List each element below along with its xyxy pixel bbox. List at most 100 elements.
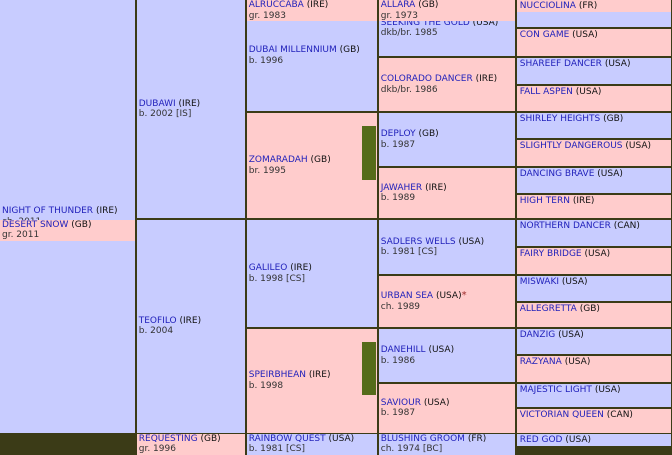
horse-country: (GB) — [603, 113, 624, 124]
horse-country: (FR) — [578, 1, 598, 11]
horse-name-link[interactable]: DUBAWI — [138, 98, 176, 109]
horse-country: (USA) — [328, 433, 355, 444]
horse-cell-sadlers-wells: SADLERS WELLS (USA) b. 1981 [CS] — [378, 219, 516, 275]
horse-name-link[interactable]: SPEIRBHEAN — [248, 370, 307, 381]
horse-info: gr. 1996 — [138, 444, 176, 455]
horse-cell-high-tern: HIGH TERN (IRE) — [516, 194, 672, 219]
horse-name-link[interactable]: BLUSHING GROOM — [380, 433, 465, 444]
horse-name-link[interactable]: DEPLOY — [380, 129, 416, 139]
horse-name-link[interactable]: COLORADO DANCER — [380, 74, 473, 84]
horse-name-link[interactable]: URBAN SEA — [380, 291, 434, 301]
horse-name-link[interactable]: SHAREEF DANCER — [519, 58, 602, 69]
horse-info: ch. 1989 — [380, 301, 421, 312]
horse-name-link[interactable]: CON GAME — [519, 29, 570, 40]
horse-country: (GB) — [200, 433, 221, 444]
horse-name-link[interactable]: FALL ASPEN — [519, 86, 573, 97]
horse-country: (USA) — [472, 17, 499, 28]
horse-cell-blushing-groom: BLUSHING GROOM (FR) ch. 1974 [BC] — [378, 433, 516, 455]
horse-info: gr. 1973 — [380, 10, 418, 21]
horse-info: b. 2004 — [138, 326, 174, 337]
horse-name-link[interactable]: ZOMARADAH — [248, 155, 308, 165]
horse-country: (IRE) — [308, 370, 331, 381]
horse-country: (FR) — [467, 433, 487, 444]
horse-name-link[interactable]: VICTORIAN QUEEN — [519, 409, 604, 420]
horse-cell-jawaher: JAWAHER (IRE) b. 1989 — [378, 167, 516, 219]
horse-name-link[interactable]: SAVIOUR — [380, 397, 421, 408]
horse-info: ch. 1974 [BC] — [380, 444, 443, 455]
horse-country: (IRE) — [178, 98, 201, 109]
horse-cell-northern-dancer: NORTHERN DANCER (CAN) — [516, 219, 672, 247]
horse-name-link[interactable]: DANEHILL — [380, 345, 426, 355]
horse-country: (USA) — [625, 140, 652, 151]
horse-country: (USA) — [597, 168, 623, 179]
horse-info: b. 1986 — [380, 355, 416, 366]
horse-name-link[interactable]: DANZIG — [519, 329, 556, 340]
horse-country: (USA) — [584, 248, 611, 259]
horse-name-link[interactable]: NORTHERN DANCER — [519, 220, 611, 231]
horse-cell-fall-aspen: FALL ASPEN (USA) — [516, 85, 672, 112]
horse-cell-shirley-heights: SHIRLEY HEIGHTS (GB) — [516, 112, 672, 139]
horse-country: (GB) — [418, 0, 439, 10]
horse-country: (USA) — [561, 276, 588, 287]
horse-name-link[interactable]: TEOFILO — [138, 315, 177, 326]
horse-name-link[interactable]: SEEKING THE GOLD — [380, 17, 470, 28]
horse-country: (CAN) — [606, 409, 633, 420]
horse-country: (CAN) — [613, 220, 640, 231]
horse-country: (USA) — [558, 329, 584, 340]
horse-cell-victorian-queen: VICTORIAN QUEEN (CAN) — [516, 408, 672, 433]
horse-name-link[interactable]: ALLARA — [380, 0, 416, 10]
horse-cell-danzig: DANZIG (USA) — [516, 328, 672, 355]
horse-info: gr. 2011 — [2, 230, 40, 241]
horse-country: (GB) — [579, 303, 600, 314]
horse-name-link[interactable]: REQUESTING — [138, 433, 198, 444]
horse-cell-danehill: DANEHILL (USA) b. 1986 — [378, 328, 516, 383]
horse-name-link[interactable]: DANCING BRAVE — [519, 168, 595, 179]
horse-country: (USA) — [604, 58, 631, 69]
horse-name-link[interactable]: NUCCIOLINA — [519, 1, 576, 11]
horse-name-link[interactable]: RAINBOW QUEST — [248, 433, 326, 444]
horse-name-link[interactable]: SADLERS WELLS — [380, 236, 456, 247]
horse-name-link[interactable]: MAJESTIC LIGHT — [519, 384, 592, 395]
horse-cell-desert-snow: DESERT SNOW (GB) gr. 2011 — [0, 219, 136, 241]
horse-country: (IRE) — [475, 74, 498, 84]
horse-cell-con-game: CON GAME (USA) — [516, 28, 672, 57]
horse-country: (GB) — [418, 129, 439, 139]
horse-name-link[interactable]: HIGH TERN — [519, 195, 570, 206]
horse-name-link[interactable]: DESERT SNOW — [2, 219, 69, 230]
horse-cell-fairy-bridge: FAIRY BRIDGE (USA) — [516, 247, 672, 275]
horse-cell-zomaradah: ZOMARADAH (GB) br. 1995 — [246, 112, 378, 219]
inbreeding-marker — [362, 341, 376, 396]
horse-country: (USA) — [565, 434, 592, 445]
horse-cell-alruccaba: ALRUCCABA (IRE) gr. 1983 — [246, 0, 378, 21]
horse-cell-night-of-thunder: NIGHT OF THUNDER (IRE)ch. 2011 — [0, 0, 136, 433]
horse-info: b. 1989 — [380, 193, 416, 203]
horse-name-link[interactable]: RAZYANA — [519, 356, 562, 367]
horse-info: b. 1987 — [380, 408, 416, 419]
horse-name-link[interactable]: NIGHT OF THUNDER — [2, 206, 94, 216]
horse-cell-speirbhean: SPEIRBHEAN (IRE) b. 1998 — [246, 328, 378, 433]
horse-name-link[interactable]: FAIRY BRIDGE — [519, 248, 582, 259]
horse-info: dkb/br. 1986 — [380, 84, 438, 95]
horse-cell-requesting: REQUESTING (GB) gr. 1996 — [136, 433, 246, 455]
horse-info: b. 1998 [CS] — [248, 273, 305, 284]
horse-name-link[interactable]: ALRUCCABA — [248, 0, 304, 10]
horse-name-link[interactable]: MISWAKI — [519, 276, 560, 287]
horse-cell-shareef-dancer: SHAREEF DANCER (USA) — [516, 57, 672, 85]
horse-name-link[interactable]: JAWAHER — [380, 182, 423, 193]
horse-cell-allara: ALLARA (GB) gr. 1973 — [378, 0, 516, 21]
horse-name-link[interactable]: ALLEGRETTA — [519, 303, 577, 314]
horse-country: (GB) — [71, 219, 92, 230]
horse-info: gr. 1983 — [248, 10, 286, 21]
horse-name-link[interactable]: SHIRLEY HEIGHTS — [519, 113, 601, 124]
horse-cell-slightly-dangerous: SLIGHTLY DANGEROUS (USA) — [516, 139, 672, 167]
horse-cell-razyana: RAZYANA (USA) — [516, 355, 672, 383]
horse-name-link[interactable]: GALILEO — [248, 263, 288, 273]
horse-cell-red-god: RED GOD (USA) — [516, 433, 672, 446]
horse-country: (USA) — [435, 291, 462, 301]
horse-name-link[interactable]: DUBAI MILLENNIUM — [248, 45, 337, 56]
horse-name-link[interactable]: RED GOD — [519, 434, 563, 445]
horse-name-link[interactable]: SLIGHTLY DANGEROUS — [519, 140, 623, 151]
horse-country: (GB) — [310, 155, 331, 165]
horse-info: br. 1995 — [248, 165, 286, 176]
horse-info: b. 2002 [IS] — [138, 109, 192, 120]
